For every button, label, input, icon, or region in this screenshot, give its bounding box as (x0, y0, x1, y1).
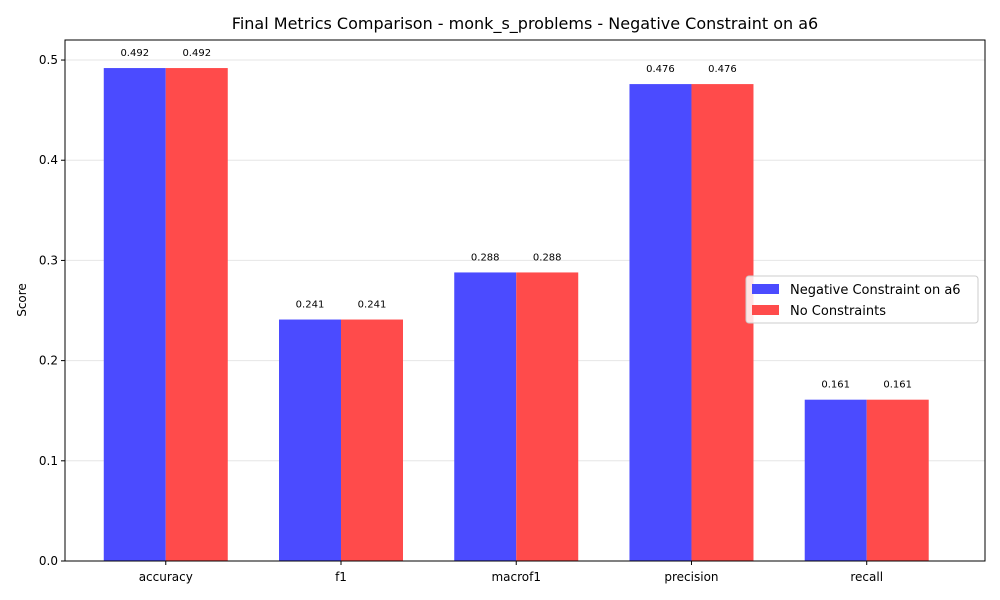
bar (165, 68, 228, 562)
y-tick-label: 0.3 (39, 253, 58, 267)
y-tick-label: 0.2 (39, 354, 58, 368)
bar-value-label: 0.492 (182, 48, 211, 59)
x-tick-label: macrof1 (491, 570, 541, 584)
legend-entry: Negative Constraint on a6 (790, 283, 961, 298)
y-tick-label: 0.5 (39, 53, 58, 67)
bar (103, 68, 166, 562)
bar-value-label: 0.161 (883, 380, 912, 391)
legend-entry: No Constraints (790, 304, 886, 319)
y-tick-label: 0.0 (39, 554, 58, 568)
bar (804, 399, 867, 561)
bar-value-label: 0.476 (708, 64, 737, 75)
data-labels: 0.492 0.492 0.241 0.241 0.288 0.288 0.476 0.476… (120, 48, 912, 391)
legend-box (745, 275, 979, 324)
bar (279, 319, 341, 561)
y-tick-label: 0.1 (39, 454, 58, 468)
bar-value-label: 0.288 (533, 252, 562, 263)
legend-swatch (752, 284, 779, 294)
bar-value-label: 0.476 (646, 64, 675, 75)
x-tick-label: recall (850, 570, 883, 584)
bars (103, 68, 929, 562)
chart-title: Final Metrics Comparison - monk_s_proble… (232, 14, 818, 34)
bar (341, 319, 403, 561)
legend-swatch (752, 305, 779, 315)
bar-value-label: 0.161 (821, 380, 850, 391)
bar-value-label: 0.241 (296, 300, 325, 311)
bar (691, 84, 754, 561)
bar-value-label: 0.241 (358, 300, 387, 311)
x-tick-label: accuracy (139, 570, 193, 584)
legend: Negative Constraint on a6 No Constraints (745, 275, 979, 324)
bar (516, 272, 579, 561)
y-tick-label: 0.4 (39, 153, 58, 167)
axes: 0.0 0.1 0.2 0.3 0.4 0.5 accuracy f1 macrof1 preci… (39, 39, 986, 584)
x-tick-label: precision (664, 570, 718, 584)
bar-value-label: 0.288 (471, 252, 500, 263)
bar (454, 272, 517, 561)
y-axis-label: Score (15, 283, 29, 317)
bar (629, 84, 692, 561)
bar (866, 399, 929, 561)
bar-value-label: 0.492 (120, 48, 149, 59)
plot-frame (64, 39, 986, 562)
x-tick-label: f1 (335, 570, 347, 584)
